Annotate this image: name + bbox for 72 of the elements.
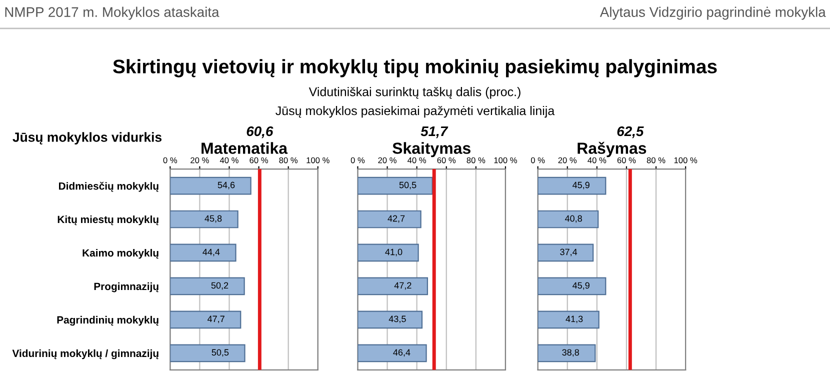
y-tick-label: Kitų miestų mokyklų [58, 215, 158, 226]
bar [170, 210, 238, 228]
text: Jūsų mokyklos pasiekimai pažymėti vertikalia linija [276, 106, 555, 118]
data-label: 47,7 [207, 316, 224, 324]
y-tick-label: Vidurinių mokyklų / gimnazijų [12, 349, 158, 360]
chart-title: Rašymas [578, 142, 646, 158]
ref-line-label: 60,6 [246, 126, 274, 138]
text: Vidutiniškai surinktų taškų dalis (proc.) [308, 87, 520, 99]
y-tick-label: Didmiesčių mokyklų [59, 182, 158, 192]
ref-line-label: 51,7 [420, 126, 448, 138]
y-tick-label: Kaimo mokyklų [82, 248, 158, 259]
data-label: 50,5 [212, 349, 229, 357]
x-tick-label: 20 % [378, 157, 396, 164]
bar [170, 344, 246, 362]
x-tick-label: 100 % [306, 157, 330, 164]
ref-line-label: 62,5 [617, 126, 644, 138]
x-tick-label: 80 % [646, 157, 666, 164]
x-tick-label: 20 % [558, 157, 577, 164]
x-tick-label: 80 % [466, 157, 486, 164]
data-label: 43,5 [388, 316, 406, 324]
data-label: 50,5 [399, 182, 416, 190]
bar [358, 210, 422, 228]
bar [538, 244, 594, 262]
data-label: 42,7 [388, 215, 405, 223]
data-label: 45,8 [204, 215, 222, 223]
data-label: 41,3 [566, 316, 583, 324]
x-tick-label: 40 % [588, 157, 606, 164]
bar [538, 344, 596, 362]
bar [538, 210, 599, 228]
x-tick-label: 40 % [408, 157, 426, 164]
text: Skirtingų vietovių ir mokyklų tipų mokinių pasiekimų palyginimas [113, 59, 717, 78]
x-tick-label: 100 % [494, 157, 517, 164]
x-tick-label: 60 % [250, 157, 268, 164]
chart-title: Matematika [202, 142, 288, 154]
bar [538, 277, 606, 296]
data-label: 44,4 [202, 248, 220, 256]
y-tick-label: Progimnazijų [94, 282, 158, 292]
bar [170, 310, 242, 329]
bar [170, 244, 236, 262]
x-tick-label: 40 % [220, 157, 238, 164]
data-label: 47,2 [394, 282, 412, 290]
x-tick-label: 60 % [617, 157, 636, 164]
data-label: 41,0 [385, 248, 402, 256]
data-label: 37,4 [560, 248, 578, 256]
x-tick-label: 100 % [674, 157, 698, 164]
x-tick-label: 80 % [279, 157, 298, 164]
bar [358, 244, 419, 262]
bar [538, 176, 606, 195]
x-tick-label: 60 % [437, 157, 456, 164]
y-tick-label: Pagrindinių mokyklų [57, 316, 158, 326]
data-label: 45,9 [572, 282, 590, 290]
bar [170, 176, 252, 195]
bar [358, 344, 427, 362]
x-tick-label: 0 % [350, 157, 365, 164]
data-label: 54,6 [218, 182, 235, 190]
bar [358, 277, 428, 296]
bar [538, 310, 600, 329]
data-label: 45,9 [572, 182, 590, 190]
text: Jūsų mokyklos vidurkis [12, 132, 162, 144]
data-label: 50,2 [211, 282, 228, 290]
x-tick-label: 0 % [530, 157, 545, 164]
x-tick-label: 0 % [163, 157, 178, 164]
data-label: 46,4 [393, 349, 410, 357]
text: NMPP 2017 m. Mokyklos ataskaita [5, 6, 220, 20]
data-label: 38,8 [562, 349, 580, 357]
bar [358, 310, 423, 329]
x-tick-label: 20 % [190, 157, 209, 164]
chart-title: Skaitymas [392, 142, 470, 158]
bar [170, 277, 245, 296]
text: Alytaus Vidzgirio pagrindinė mokykla [600, 6, 826, 20]
data-label: 40,8 [564, 215, 582, 223]
bar [358, 176, 433, 195]
